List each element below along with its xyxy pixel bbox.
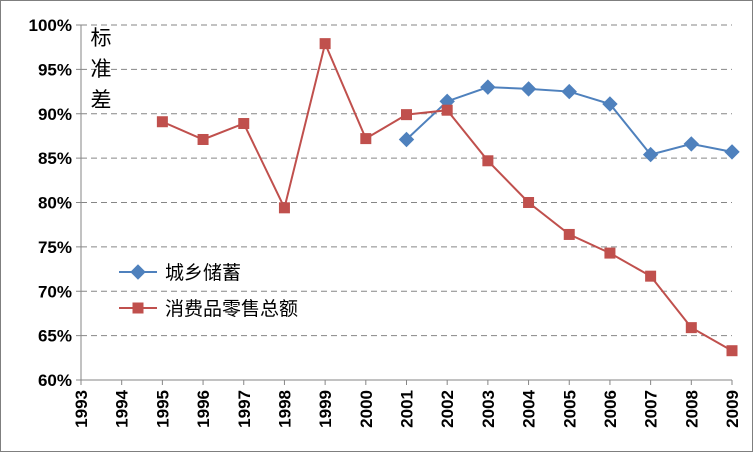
y-tick-label: 60% <box>38 371 72 390</box>
x-tick-label: 2005 <box>560 390 579 428</box>
legend-label-1: 城乡储蓄 <box>165 262 241 284</box>
y-tick-label: 90% <box>38 105 72 124</box>
x-tick-label: 2009 <box>723 390 742 428</box>
data-point-diamond <box>561 83 577 100</box>
data-point-square <box>156 116 168 128</box>
x-tick-label: 2002 <box>438 390 457 428</box>
data-point-square <box>319 38 331 50</box>
x-tick-label: 2003 <box>479 390 498 428</box>
y-tick-label: 75% <box>38 238 72 257</box>
data-point-square <box>685 322 697 334</box>
y-axis-label-char: 准 <box>91 57 112 81</box>
y-axis-label: 标准差 <box>91 26 112 112</box>
data-point-square <box>401 109 412 121</box>
data-point-diamond <box>520 81 537 97</box>
data-point-square <box>360 133 372 145</box>
data-point-diamond <box>398 131 415 148</box>
data-point-diamond <box>480 79 496 95</box>
data-point-diamond <box>683 136 700 152</box>
y-tick-label: 85% <box>38 149 72 168</box>
y-tick-label: 65% <box>38 327 72 346</box>
data-point-square <box>523 197 535 208</box>
x-tick-label: 2008 <box>682 390 701 428</box>
data-point-square <box>238 118 250 130</box>
gridlines <box>81 24 732 337</box>
x-tick-label: 1996 <box>194 390 213 428</box>
y-tick-labels: 60% 65% 70% 75% 80% 85% 90% 95% 100% <box>29 16 72 390</box>
y-axis-label-char: 差 <box>91 88 112 112</box>
data-point-square <box>278 202 290 214</box>
x-tick-label: 2006 <box>601 390 620 428</box>
data-point-square <box>645 270 657 282</box>
y-tick-label: 95% <box>38 60 72 79</box>
y-tick-label: 80% <box>38 194 72 213</box>
data-point-square <box>441 104 453 116</box>
x-tick-label: 1995 <box>153 390 172 428</box>
data-point-diamond <box>642 146 659 163</box>
data-point-diamond <box>724 144 740 160</box>
x-tick-label: 1997 <box>235 390 254 428</box>
x-tick-label: 2007 <box>642 390 661 428</box>
x-tick-labels: 1993 1994 1995 1996 1997 1998 1999 2000 2001 2002… <box>72 389 742 427</box>
data-point-square <box>482 155 494 167</box>
legend-label-2: 消费品零售总额 <box>165 298 298 320</box>
data-point-square <box>604 247 616 259</box>
data-point-square <box>563 228 575 240</box>
axes <box>76 24 733 385</box>
legend-marker-square <box>132 302 144 314</box>
x-tick-label: 1999 <box>316 390 335 428</box>
y-axis-label-char: 标 <box>91 26 112 50</box>
x-tick-label: 1993 <box>72 390 91 428</box>
x-tick-label: 2001 <box>398 390 417 428</box>
x-tick-label: 1994 <box>113 389 132 427</box>
x-tick-label: 2004 <box>520 389 539 427</box>
data-point-square <box>726 345 738 357</box>
x-tick-label: 1998 <box>275 390 294 428</box>
y-tick-label: 100% <box>29 16 72 35</box>
legend-marker-diamond <box>130 264 146 280</box>
data-point-square <box>197 133 209 145</box>
data-point-diamond <box>602 96 618 112</box>
series <box>156 38 740 357</box>
x-tick-label: 2000 <box>357 390 376 428</box>
y-tick-label: 70% <box>38 282 72 301</box>
